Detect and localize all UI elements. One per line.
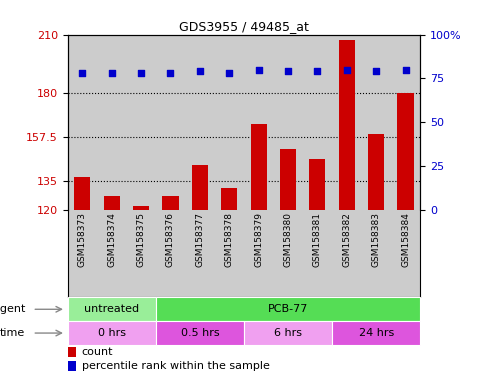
Bar [303,35,332,210]
Point [167,70,174,76]
Point [284,68,292,74]
Text: GSM158383: GSM158383 [371,212,381,267]
Bar [156,297,420,321]
Bar [332,210,361,297]
Point [196,68,204,74]
Point [313,68,321,74]
Bar [368,134,384,210]
Text: percentile rank within the sample: percentile rank within the sample [82,361,270,371]
Text: GSM158379: GSM158379 [254,212,263,267]
Bar [162,196,179,210]
Text: GSM158374: GSM158374 [107,212,116,267]
Text: 0.5 hrs: 0.5 hrs [181,328,219,338]
Bar [244,210,273,297]
Text: GSM158378: GSM158378 [225,212,234,267]
Bar [127,210,156,297]
Text: GSM158380: GSM158380 [284,212,293,267]
Point [255,66,262,73]
Bar [68,361,76,371]
Point [137,70,145,76]
Bar [214,35,244,210]
Bar [68,347,76,358]
Text: PCB-77: PCB-77 [268,304,308,314]
Bar [273,210,303,297]
Bar [391,35,420,210]
Bar [391,210,420,297]
Text: 6 hrs: 6 hrs [274,328,302,338]
Bar [361,210,391,297]
Bar [97,210,127,297]
Bar [339,40,355,210]
Bar [361,35,391,210]
Text: untreated: untreated [84,304,139,314]
Bar [214,210,244,297]
Bar [192,165,208,210]
Bar [332,35,361,210]
Bar [244,35,273,210]
Bar [398,93,413,210]
Text: GSM158375: GSM158375 [137,212,145,267]
Bar [309,159,326,210]
Bar [221,189,237,210]
Bar [273,35,303,210]
Bar [68,210,97,297]
Point [108,70,115,76]
Text: count: count [82,347,113,357]
Text: 24 hrs: 24 hrs [358,328,394,338]
Point [402,66,410,73]
Text: GSM158373: GSM158373 [78,212,87,267]
Bar [303,210,332,297]
Point [343,66,351,73]
Text: GSM158382: GSM158382 [342,212,351,267]
Bar [280,149,296,210]
Text: 0 hrs: 0 hrs [98,328,126,338]
Bar [244,321,332,345]
Title: GDS3955 / 49485_at: GDS3955 / 49485_at [179,20,309,33]
Bar [68,321,156,345]
Text: agent: agent [0,304,25,314]
Bar [133,206,149,210]
Bar [127,35,156,210]
Bar [68,297,156,321]
Bar [156,321,244,345]
Text: GSM158377: GSM158377 [195,212,204,267]
Bar [104,196,120,210]
Bar [251,124,267,210]
Text: GSM158376: GSM158376 [166,212,175,267]
Bar [97,35,127,210]
Text: GSM158384: GSM158384 [401,212,410,267]
Bar [185,35,214,210]
Text: GSM158381: GSM158381 [313,212,322,267]
Point [78,70,86,76]
Bar [74,177,90,210]
Point [372,68,380,74]
Bar [332,321,420,345]
Bar [185,210,214,297]
Bar [68,35,97,210]
Bar [156,210,185,297]
Text: time: time [0,328,25,338]
Point [226,70,233,76]
Bar [156,35,185,210]
